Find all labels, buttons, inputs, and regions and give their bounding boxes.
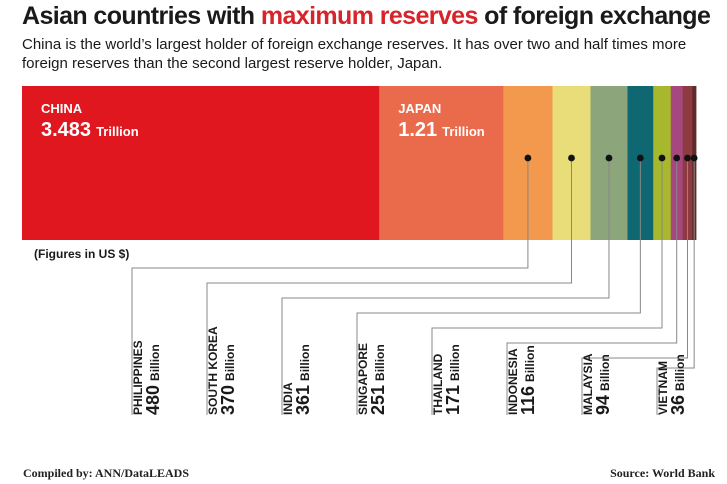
leader-line-malaysia xyxy=(581,158,688,415)
value-label-indonesia: 116Billion xyxy=(518,345,538,415)
marker-dot-india xyxy=(605,154,613,162)
country-label-vietnam: VIETNAM xyxy=(656,361,670,415)
value-label-india: 361Billion xyxy=(293,344,313,415)
value-label-philippines: 480Billion xyxy=(143,344,163,415)
bar-segment-china xyxy=(22,86,380,240)
value-label-japan: 1.21 Trillion xyxy=(398,119,485,141)
value-label-singapore: 251Billion xyxy=(368,344,388,415)
value-label-thailand: 171Billion xyxy=(443,344,463,415)
country-label-china: CHINA xyxy=(41,101,83,116)
chart-subtitle: China is the world’s largest holder of f… xyxy=(22,36,687,72)
marker-dot-philippines xyxy=(524,154,532,162)
leader-line-south-korea xyxy=(206,158,572,415)
leader-line-thailand xyxy=(431,158,663,415)
marker-dot-vietnam xyxy=(690,154,698,162)
leader-line-vietnam xyxy=(656,158,695,415)
leader-line-indonesia xyxy=(506,158,678,415)
title-part-1: Asian countries with xyxy=(22,2,261,30)
value-label-malaysia: 94Billion xyxy=(593,354,613,415)
marker-dot-south-korea xyxy=(568,154,575,162)
figures-note: (Figures in US $) xyxy=(34,247,129,261)
source-credit: Source: World Bank xyxy=(610,466,715,480)
title-highlight: maximum reserves xyxy=(260,2,479,30)
marker-dot-indonesia xyxy=(673,154,681,162)
country-label-south-korea: SOUTH KOREA xyxy=(206,326,220,415)
leader-line-philippines xyxy=(131,158,529,415)
chart-title: Asian countries with maximum reserves of… xyxy=(22,2,711,31)
bar-segment-japan xyxy=(379,86,504,240)
value-label-china: 3.483 Trillion xyxy=(41,119,139,141)
country-label-japan: JAPAN xyxy=(398,101,441,116)
compiled-by-credit: Compiled by: ANN/DataLEADS xyxy=(23,466,190,480)
marker-dot-malaysia xyxy=(684,154,691,162)
country-label-indonesia: INDONESIA xyxy=(506,348,520,415)
marker-dot-singapore xyxy=(636,154,644,162)
leader-line-india xyxy=(281,158,610,415)
country-label-india: INDIA xyxy=(281,382,295,415)
title-part-2: of foreign exchange xyxy=(477,2,711,30)
leader-line-singapore xyxy=(356,158,641,415)
country-label-philippines: PHILIPPINES xyxy=(131,340,145,415)
country-label-thailand: THAILAND xyxy=(431,353,445,415)
country-label-malaysia: MALAYSIA xyxy=(581,353,595,415)
value-label-south-korea: 370Billion xyxy=(218,344,238,415)
marker-dot-thailand xyxy=(658,154,666,162)
country-label-singapore: SINGAPORE xyxy=(356,343,370,415)
value-label-vietnam: 36Billion xyxy=(668,354,688,415)
